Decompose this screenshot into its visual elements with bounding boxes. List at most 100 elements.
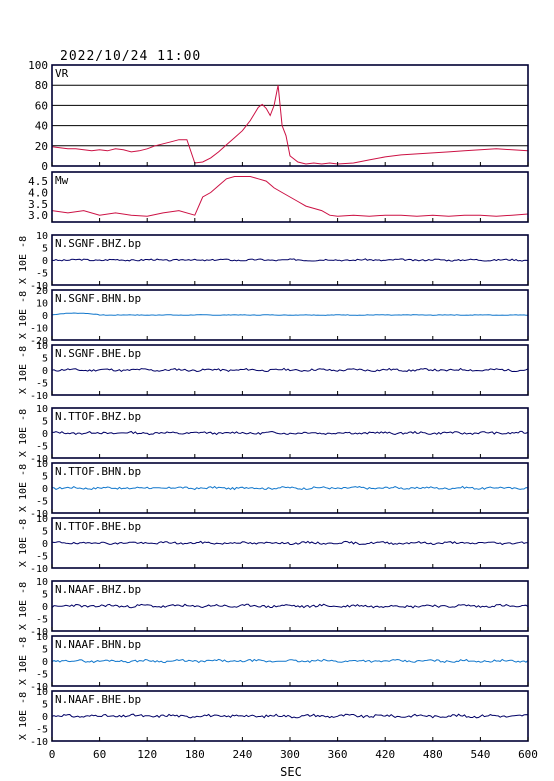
waveform-y-tick-label: 0 — [42, 539, 48, 550]
waveform-y-tick-label: 0 — [42, 484, 48, 495]
x-tick-label: 0 — [49, 748, 56, 761]
waveform-y-tick-label: -10 — [30, 509, 48, 520]
vr-series-line — [51, 85, 529, 165]
vr-panel-label: VR — [55, 67, 69, 80]
vr-y-tick-label: 80 — [35, 79, 48, 92]
waveform-y-axis-label: X 10E -8 — [18, 346, 29, 394]
x-tick-label: 120 — [137, 748, 157, 761]
waveform-y-axis-label: X 10E -8 — [18, 409, 29, 457]
waveform-label: N.SGNF.BHN.bp — [55, 292, 141, 305]
waveform-trace — [51, 312, 528, 316]
waveform-y-tick-label: 5 — [42, 645, 48, 656]
waveform-y-tick-label: 0 — [42, 429, 48, 440]
waveform-label: N.NAAF.BHZ.bp — [55, 583, 141, 596]
waveform-trace — [51, 603, 529, 609]
vr-y-tick-label: 20 — [35, 140, 48, 153]
waveform-trace — [51, 367, 529, 373]
mw-series-line — [51, 176, 529, 217]
waveform-y-tick-label: -5 — [36, 552, 48, 563]
waveform-y-tick-label: 10 — [36, 231, 48, 242]
waveform-trace — [51, 540, 529, 546]
waveform-y-tick-label: 5 — [42, 417, 48, 428]
waveform-trace — [51, 258, 529, 262]
vr-y-tick-label: 100 — [28, 59, 48, 72]
waveform-trace — [51, 713, 529, 719]
mw-y-tick-label: 3.5 — [28, 198, 48, 211]
waveform-y-tick-label: -10 — [30, 324, 48, 335]
waveform-y-tick-label: -10 — [30, 737, 48, 748]
x-tick-label: 180 — [185, 748, 205, 761]
waveform-y-tick-label: -5 — [36, 379, 48, 390]
waveform-y-axis-label: X 10E -8 — [18, 519, 29, 567]
waveform-y-tick-label: -10 — [30, 564, 48, 575]
waveform-label: N.TTOF.BHZ.bp — [55, 410, 141, 423]
waveform-trace — [52, 485, 529, 491]
waveform-y-tick-label: -10 — [30, 682, 48, 693]
waveform-y-tick-label: -5 — [36, 670, 48, 681]
waveform-trace — [51, 658, 529, 664]
x-tick-label: 360 — [328, 748, 348, 761]
mw-y-tick-label: 4.5 — [28, 175, 48, 188]
waveform-label: N.TTOF.BHE.bp — [55, 520, 141, 533]
waveform-trace — [51, 430, 529, 436]
mw-panel-label: Mw — [55, 174, 69, 187]
waveform-y-tick-label: 10 — [36, 632, 48, 643]
waveform-y-axis-label: X 10E -8 — [18, 582, 29, 630]
waveform-y-tick-label: -5 — [36, 497, 48, 508]
waveform-y-tick-label: -5 — [36, 615, 48, 626]
waveform-y-tick-label: 5 — [42, 590, 48, 601]
x-tick-label: 540 — [470, 748, 490, 761]
x-tick-label: 300 — [280, 748, 300, 761]
x-tick-label: 240 — [232, 748, 252, 761]
vr-y-tick-label: 40 — [35, 120, 48, 133]
x-tick-label: 60 — [93, 748, 106, 761]
waveform-y-tick-label: 0 — [42, 311, 48, 322]
waveform-y-tick-label: 5 — [42, 472, 48, 483]
waveform-y-tick-label: 5 — [42, 700, 48, 711]
waveform-y-tick-label: 0 — [42, 712, 48, 723]
waveform-y-tick-label: -10 — [30, 281, 48, 292]
x-axis-label: SEC — [280, 765, 302, 779]
waveform-y-tick-label: 0 — [42, 657, 48, 668]
waveform-y-tick-label: 10 — [36, 514, 48, 525]
waveform-y-tick-label: -20 — [30, 336, 48, 347]
x-tick-label: 480 — [423, 748, 443, 761]
waveform-y-tick-label: -5 — [36, 269, 48, 280]
waveform-y-tick-label: 10 — [36, 577, 48, 588]
vr-y-tick-label: 60 — [35, 99, 48, 112]
waveform-y-axis-label: X 10E -8 — [18, 692, 29, 740]
x-tick-label: 600 — [518, 748, 538, 761]
waveform-y-tick-label: -5 — [36, 442, 48, 453]
waveform-y-tick-label: 5 — [42, 527, 48, 538]
waveform-y-tick-label: -10 — [30, 627, 48, 638]
waveform-label: N.TTOF.BHN.bp — [55, 465, 141, 478]
waveform-label: N.NAAF.BHE.bp — [55, 693, 141, 706]
x-tick-label: 420 — [375, 748, 395, 761]
waveform-y-tick-label: -10 — [30, 391, 48, 402]
waveform-y-tick-label: -10 — [30, 454, 48, 465]
vr-y-tick-label: 0 — [41, 160, 48, 173]
waveform-y-axis-label: X 10E -8 — [18, 637, 29, 685]
timestamp-label: 2022/10/24 11:00 — [60, 49, 202, 64]
waveform-y-tick-label: 10 — [36, 459, 48, 470]
mw-y-tick-label: 3.0 — [28, 209, 48, 222]
waveform-label: N.SGNF.BHZ.bp — [55, 237, 141, 250]
waveform-y-tick-label: 5 — [42, 354, 48, 365]
waveform-y-axis-label: X 10E -8 — [18, 464, 29, 512]
waveform-y-tick-label: -5 — [36, 725, 48, 736]
waveform-y-tick-label: 0 — [42, 256, 48, 267]
waveform-y-tick-label: 10 — [36, 341, 48, 352]
mw-y-tick-label: 4.0 — [28, 186, 48, 199]
waveform-y-tick-label: 0 — [42, 366, 48, 377]
waveform-y-tick-label: 20 — [36, 286, 48, 297]
waveform-y-tick-label: 10 — [36, 404, 48, 415]
waveform-label: N.SGNF.BHE.bp — [55, 347, 141, 360]
waveform-y-tick-label: 10 — [36, 687, 48, 698]
waveform-y-tick-label: 10 — [36, 299, 48, 310]
waveform-y-tick-label: 0 — [42, 602, 48, 613]
waveform-y-axis-label: X 10E -8 — [18, 291, 29, 339]
waveform-y-axis-label: X 10E -8 — [18, 236, 29, 284]
waveform-label: N.NAAF.BHN.bp — [55, 638, 141, 651]
